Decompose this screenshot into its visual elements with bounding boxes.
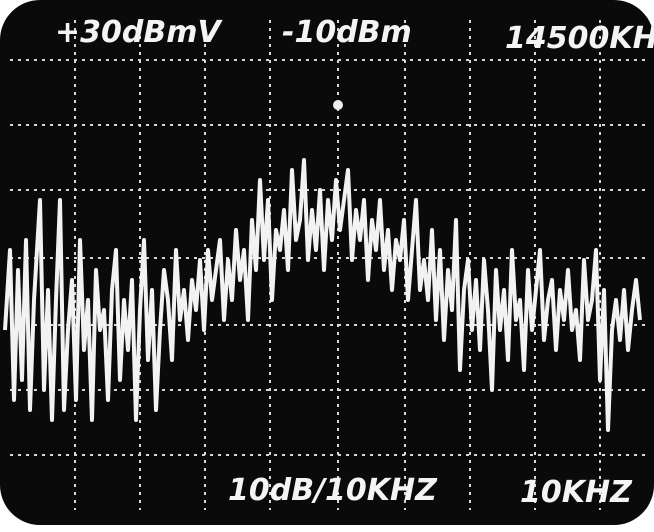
attenuation: -10dBm: [282, 15, 412, 50]
center-frequency: 14500KH: [505, 21, 654, 56]
reference-level: +30dBmV: [55, 15, 223, 50]
bandwidth-setting: 10KHZ: [520, 475, 633, 510]
marker-dot: [333, 100, 343, 110]
scale-setting: 10dB/10KHZ: [228, 473, 438, 508]
spectrum-trace: [3, 158, 642, 432]
